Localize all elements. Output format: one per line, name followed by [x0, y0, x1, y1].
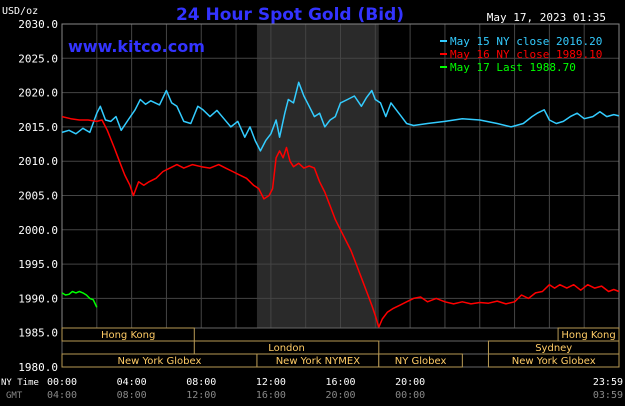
- series-layer: [61, 81, 620, 328]
- x-row-label-ny: NY Time: [1, 378, 39, 388]
- legend-entry: May 15 NY close 2016.20: [450, 35, 602, 48]
- y-tick-label: 2010.0: [18, 155, 58, 168]
- series-line-may-15: [61, 81, 620, 152]
- x-tick-label-ny: 08:00: [186, 377, 216, 388]
- x-tick-label-gmt: 08:00: [117, 390, 147, 401]
- y-tick-label: 1985.0: [18, 327, 58, 340]
- series-line-may-16: [61, 115, 620, 328]
- x-tick-label-ny: 23:59: [593, 377, 623, 388]
- session-layer: Hong Kong Hong Kong London Sydney New York G…: [61, 327, 620, 368]
- watermark: www.kitco.com: [68, 37, 205, 56]
- y-tick-label: 2015.0: [18, 121, 58, 134]
- session-label: NY Globex: [395, 356, 447, 367]
- x-tick-label-gmt: 20:00: [325, 390, 355, 401]
- x-tick-label-ny: 12:00: [256, 377, 286, 388]
- x-tick-label-gmt: 12:00: [186, 390, 216, 401]
- y-tick-label: 2000.0: [18, 224, 58, 237]
- grid-layer: [61, 23, 620, 368]
- y-tick-label: 2020.0: [18, 87, 58, 100]
- session-label: New York Globex: [118, 356, 202, 367]
- y-tick-label: 1995.0: [18, 258, 58, 271]
- session-label: Sydney: [535, 343, 572, 354]
- session-bar: [61, 327, 195, 342]
- x-tick-label-gmt: 03:59: [593, 390, 623, 401]
- session-label: New York NYMEX: [276, 356, 361, 367]
- legend-entry: May 17 Last 1988.70: [450, 61, 576, 74]
- session-label: Hong Kong: [101, 330, 155, 341]
- legend-entry: May 16 NY close 1989.10: [450, 48, 602, 61]
- session-bar: [378, 353, 463, 368]
- series-line-may-17: [61, 290, 98, 308]
- x-tick-label-ny: 16:00: [325, 377, 355, 388]
- y-tick-label: 2005.0: [18, 190, 58, 203]
- x-tick-label-ny: 00:00: [47, 377, 77, 388]
- y-tick-label: 2025.0: [18, 52, 58, 65]
- x-tick-label-gmt: 16:00: [256, 390, 286, 401]
- x-tick-label-ny: 20:00: [395, 377, 425, 388]
- session-label: London: [268, 343, 305, 354]
- y-tick-label: 1980.0: [18, 361, 58, 374]
- session-label: Hong Kong: [561, 330, 615, 341]
- x-tick-label-gmt: 04:00: [47, 390, 77, 401]
- date-label: May 17, 2023 01:35: [487, 11, 606, 24]
- x-row-label-gmt: GMT: [6, 391, 23, 401]
- axis-layer: 2030.0 2025.0 2020.0 2015.0 2010.0 2005.0 2000…: [18, 18, 623, 401]
- chart-title: 24 Hour Spot Gold (Bid): [176, 5, 404, 25]
- session-bar: [487, 353, 620, 368]
- x-tick-label-ny: 04:00: [117, 377, 147, 388]
- x-tick-label-gmt: 00:00: [395, 390, 425, 401]
- y-tick-label: 2030.0: [18, 18, 58, 31]
- y-unit-label: USD/oz: [2, 6, 38, 17]
- session-label: New York Globex: [512, 356, 596, 367]
- y-tick-label: 1990.0: [18, 292, 58, 305]
